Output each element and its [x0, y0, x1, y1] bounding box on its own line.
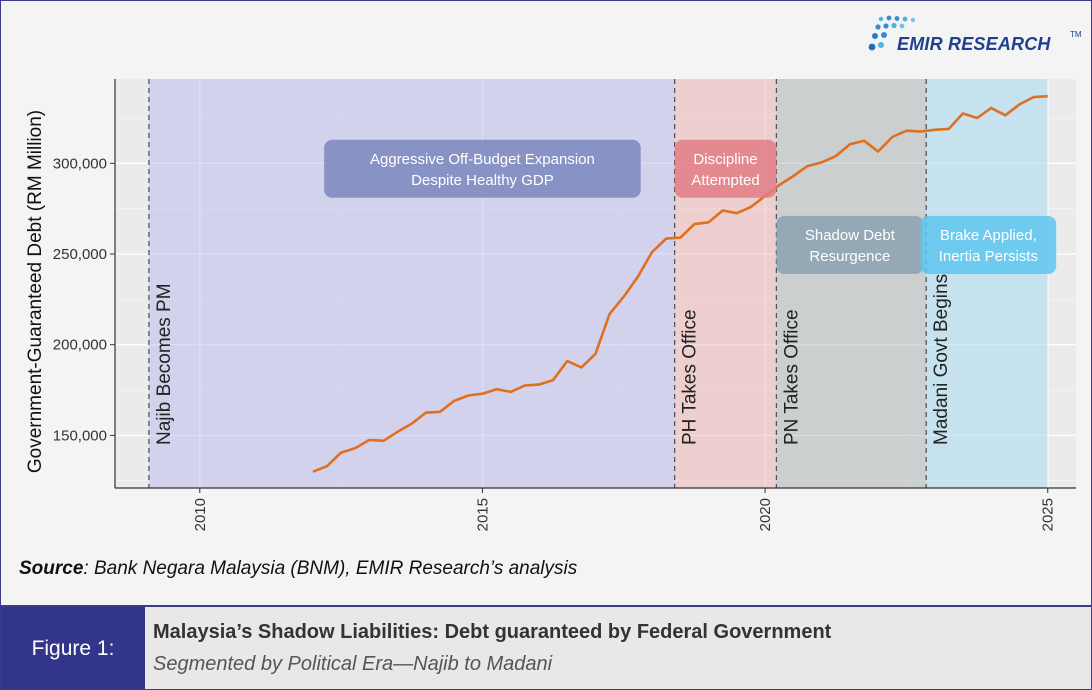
event-label: PH Takes Office: [680, 309, 701, 445]
event-label: PN Takes Office: [781, 309, 802, 445]
y-tick-label: 250,000: [53, 246, 107, 263]
era-region: [926, 79, 1048, 488]
era-annotation-text: Despite Healthy GDP: [411, 172, 554, 189]
era-annotation-text: Resurgence: [809, 248, 890, 265]
era-annotation-box: [776, 215, 924, 274]
era-annotation-text: Brake Applied,: [940, 227, 1037, 244]
source-text: : Bank Negara Malaysia (BNM), EMIR Resea…: [83, 558, 578, 579]
y-tick-label: 300,000: [53, 155, 107, 172]
y-tick-label: 200,000: [53, 337, 107, 354]
x-tick-label: 2015: [474, 498, 491, 531]
figure-label: Figure 1:: [31, 637, 115, 660]
x-tick-label: 2020: [757, 498, 774, 531]
emir-research-logo: EMIR RESEARCH TM: [865, 15, 1082, 61]
era-annotation-text: Discipline: [693, 151, 757, 168]
y-tick-label: 150,000: [53, 427, 107, 444]
era-region: [776, 79, 927, 488]
x-tick-label: 2025: [1040, 498, 1057, 531]
trademark-mark: TM: [1070, 30, 1082, 39]
era-annotation-text: Aggressive Off-Budget Expansion: [370, 151, 595, 168]
debt-series-line: [312, 94, 1048, 473]
source-note: Source: Bank Negara Malaysia (BNM), EMIR…: [19, 558, 577, 580]
event-label: Najib Becomes PM: [154, 283, 175, 445]
logo-text: EMIR RESEARCH: [897, 34, 1051, 54]
figure-subtitle: Segmented by Political Era—Najib to Mada…: [153, 653, 553, 675]
figure-caption-bar: Figure 1: Malaysia’s Shadow Liabilities:…: [1, 605, 1091, 689]
era-annotation-box: [674, 139, 777, 198]
dots-swoosh-icon: [868, 15, 916, 51]
era-annotation-box: [324, 139, 641, 198]
era-annotation-text: Attempted: [691, 172, 759, 189]
figure-title: Malaysia’s Shadow Liabilities: Debt guar…: [153, 621, 832, 643]
era-annotation-text: Inertia Persists: [939, 248, 1038, 265]
source-label: Source: [19, 558, 84, 579]
debt-line-chart: Najib Becomes PM PH Takes Office PN Takes …: [25, 79, 1076, 531]
event-label: Madani Govt Begins: [931, 274, 952, 445]
era-annotation-text: Shadow Debt: [805, 227, 896, 244]
era-annotation-box: [920, 215, 1057, 274]
figure-number-box: Figure 1:: [1, 607, 145, 689]
y-axis-title: Government-Guaranteed Debt (RM Million): [25, 110, 46, 473]
x-tick-label: 2010: [192, 498, 209, 531]
